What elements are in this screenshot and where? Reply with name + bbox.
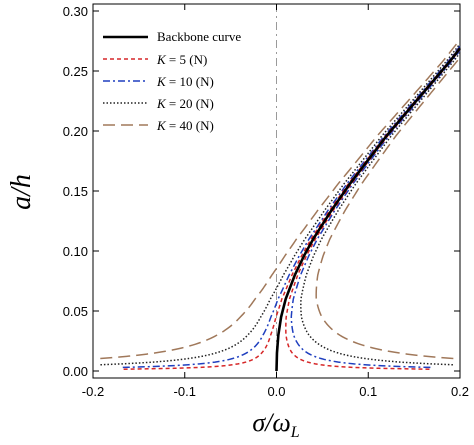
x-tick-label: 0.0 (267, 384, 285, 399)
y-tick-label: 0.10 (63, 244, 88, 259)
response-curve-right (290, 50, 461, 369)
curves-group (100, 39, 462, 372)
response-curve-left (100, 44, 461, 366)
x-axis-title: σ/ωL (252, 408, 299, 441)
legend: Backbone curve K = 5 (N) K = 10 (N) K = … (103, 29, 241, 133)
response-curve-right (315, 57, 461, 360)
axis-ticks: -0.2 -0.1 0.0 0.1 0.2 0.00 0.05 0.10 0.15 0.20 0.2… (63, 4, 469, 399)
y-tick-label: 0.20 (63, 124, 88, 139)
y-tick-label: 0.25 (63, 64, 88, 79)
y-tick-label: 0.15 (63, 184, 88, 199)
legend-label-k10: K = 10 (N) (156, 74, 214, 89)
legend-label-k20: K = 20 (N) (156, 96, 214, 111)
x-tick-label: 0.1 (359, 384, 377, 399)
y-tick-label: 0.05 (63, 304, 88, 319)
response-curve-left (122, 45, 461, 369)
y-axis-title: a/h (6, 174, 37, 210)
response-curve-left (123, 46, 461, 370)
y-tick-label: 0.00 (63, 364, 88, 379)
x-tick-label: -0.2 (82, 384, 104, 399)
legend-label-k5: K = 5 (N) (156, 52, 207, 67)
response-curve-left (100, 39, 461, 360)
backbone-curve (275, 47, 462, 372)
y-tick-label: 0.30 (63, 4, 88, 19)
x-tick-label: 0.2 (451, 384, 469, 399)
legend-label-backbone: Backbone curve (157, 29, 241, 44)
x-tick-label: -0.1 (174, 384, 196, 399)
legend-label-k40: K = 40 (N) (156, 118, 214, 133)
